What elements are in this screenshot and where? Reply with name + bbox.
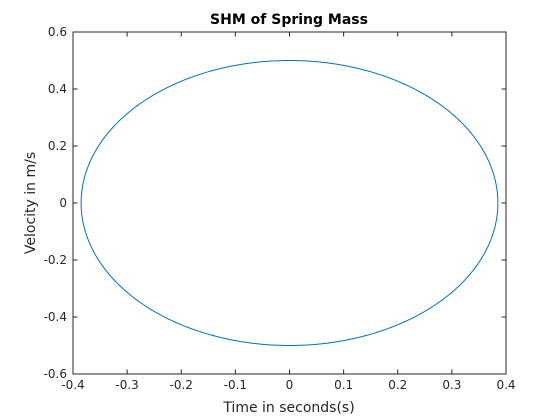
x-axis-label: Time in seconds(s) <box>222 400 354 416</box>
y-tick-label: -0.2 <box>44 253 67 267</box>
x-tick-label: 0.4 <box>496 378 515 392</box>
y-tick-label: -0.6 <box>44 367 67 381</box>
x-tick-label: -0.3 <box>115 378 138 392</box>
chart-title: SHM of Spring Mass <box>210 12 368 28</box>
y-tick-label: -0.4 <box>44 310 67 324</box>
y-tick-label: 0.6 <box>48 25 67 39</box>
x-tick-label: -0.4 <box>61 378 84 392</box>
series-layer <box>80 59 499 347</box>
y-axis-label: Velocity in m/s <box>23 152 39 254</box>
x-tick-label: 0.2 <box>388 378 407 392</box>
y-tick-label: 0.4 <box>48 82 67 96</box>
x-tick-label: 0.1 <box>334 378 353 392</box>
series-line <box>80 59 499 347</box>
x-tick-label: 0 <box>286 378 294 392</box>
y-tick-label: 0 <box>59 196 67 210</box>
axes-box <box>72 31 507 375</box>
plot-area <box>73 32 506 374</box>
x-tick-label: -0.2 <box>170 378 193 392</box>
tick-layer: -0.4 -0.3 -0.2 -0.1 0 0.1 0.2 0.3 0.4-0.6-0.4-0.… <box>44 25 516 392</box>
x-tick-label: 0.3 <box>442 378 461 392</box>
y-tick-label: 0.2 <box>48 139 67 153</box>
x-tick-label: -0.1 <box>224 378 247 392</box>
